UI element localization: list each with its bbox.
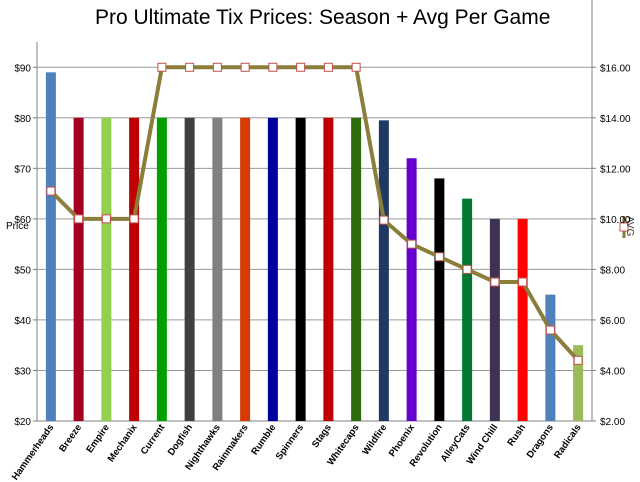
bar (45, 72, 56, 421)
avg-marker (545, 325, 555, 335)
x-tick-label: Spinners (274, 422, 306, 462)
x-tick-label: Rush (505, 422, 528, 448)
avg-marker (212, 62, 222, 72)
y2-tick-label: $12.00 (600, 164, 631, 175)
bar (406, 158, 417, 421)
legend-label-avg: AVG (624, 216, 635, 237)
bar (212, 117, 223, 422)
avg-marker (462, 264, 472, 274)
y-tick-label: $20 (14, 417, 31, 428)
avg-marker (434, 252, 444, 262)
avg-marker (573, 355, 583, 365)
bar (462, 198, 473, 421)
bar (489, 218, 500, 421)
bar (156, 117, 167, 422)
bar (129, 117, 140, 422)
chart-title: Pro Ultimate Tix Prices: Season + Avg Pe… (95, 6, 551, 29)
x-tick-label: Dogfish (166, 422, 195, 457)
avg-marker (296, 62, 306, 72)
avg-marker (240, 62, 250, 72)
y2-tick-label: $8.00 (600, 265, 625, 276)
avg-marker (268, 62, 278, 72)
avg-marker (351, 62, 361, 72)
y-tick-label: $50 (14, 265, 31, 276)
avg-marker (407, 239, 417, 249)
y2-tick-label: $4.00 (600, 366, 625, 377)
y2-tick-label: $14.00 (600, 114, 631, 125)
y2-tick-label: $6.00 (600, 316, 625, 327)
x-tick-label: Radicals (552, 422, 583, 460)
avg-marker (46, 186, 56, 196)
bar (573, 345, 584, 421)
x-tick-label: Phoenix (387, 422, 418, 459)
y-tick-label: $40 (14, 316, 31, 327)
avg-marker (101, 214, 111, 224)
bar (101, 117, 112, 422)
bar (351, 117, 362, 422)
bar (545, 294, 556, 421)
y2-tick-label: $2.00 (600, 417, 625, 428)
y-axis-label: Price (6, 221, 29, 232)
x-tick-label: Rumble (249, 422, 278, 457)
bar (73, 117, 84, 422)
y-tick-label: $60 (14, 215, 31, 226)
bar (323, 117, 334, 422)
bar (267, 117, 278, 422)
avg-line (49, 65, 580, 362)
avg-marker (379, 215, 389, 225)
y-tick-label: $80 (14, 114, 31, 125)
x-tick-label: Stags (310, 422, 334, 450)
y2-tick-label: $10.00 (600, 215, 631, 226)
y-tick-label: $90 (14, 63, 31, 74)
x-tick-label: Empire (84, 422, 111, 455)
y-tick-label: $30 (14, 366, 31, 377)
x-tick-label: Wildfire (360, 422, 389, 457)
x-tick-label: Breeze (57, 422, 84, 454)
bar (184, 117, 195, 422)
bar (434, 178, 445, 421)
avg-marker (129, 214, 139, 224)
x-tick-label: Current (139, 422, 168, 457)
avg-marker (157, 62, 167, 72)
bar (240, 117, 251, 422)
avg-marker (518, 277, 528, 287)
legend-line-swatch (619, 216, 629, 238)
x-tick-label: Hammerheads (10, 422, 57, 482)
legend: AVG (618, 216, 638, 256)
y2-tick-label: $16.00 (600, 63, 631, 74)
bar (517, 218, 528, 421)
avg-marker (490, 277, 500, 287)
avg-marker (323, 62, 333, 72)
bar (378, 120, 389, 422)
avg-marker (74, 214, 84, 224)
bar (295, 117, 306, 422)
y-tick-label: $70 (14, 164, 31, 175)
avg-marker (185, 62, 195, 72)
